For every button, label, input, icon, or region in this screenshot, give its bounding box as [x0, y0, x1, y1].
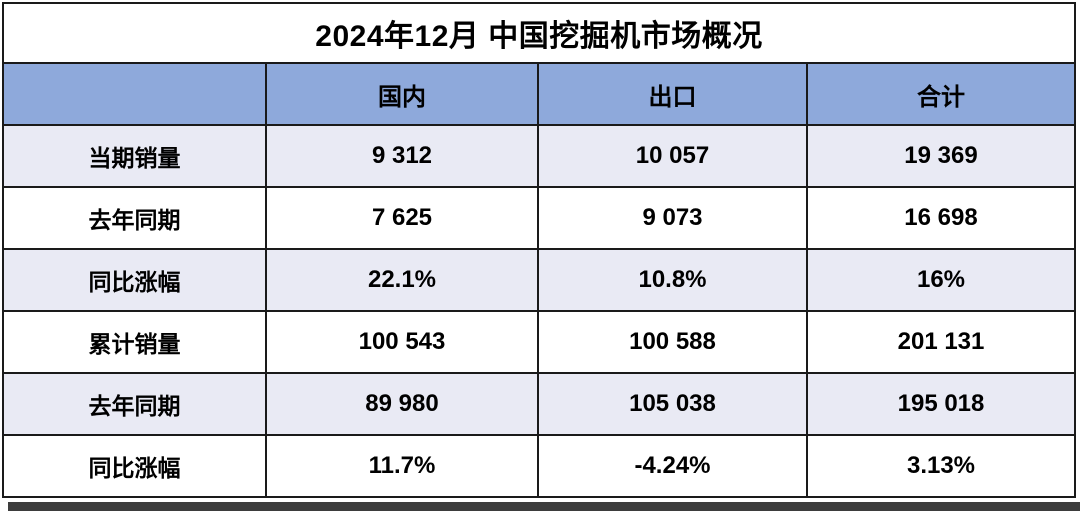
row-label-yoy-change: 同比涨幅	[2, 248, 267, 312]
cell-cumulative-domestic: 100 543	[265, 310, 539, 374]
cell-yoy-domestic: 22.1%	[265, 248, 539, 312]
row-label-last-year-cumulative: 去年同期	[2, 372, 267, 436]
table-title-row: 2024年12月 中国挖掘机市场概况	[1, 2, 1077, 64]
cell-last-year-export: 9 073	[537, 186, 808, 250]
column-header-total: 合计	[805, 62, 1077, 126]
cell-cumulative-yoy-export: -4.24%	[537, 434, 808, 498]
row-label-current-sales: 当期销量	[2, 124, 267, 188]
cell-last-year-cumulative-export: 105 038	[537, 372, 808, 436]
table-row: 累计销量 100 543 100 588 201 131	[2, 310, 1077, 374]
table-header-row: 国内 出口 合计	[2, 62, 1077, 126]
cell-last-year-cumulative-domestic: 89 980	[265, 372, 539, 436]
cell-cumulative-export: 100 588	[537, 310, 808, 374]
table-row: 去年同期 89 980 105 038 195 018	[2, 372, 1077, 436]
row-label-last-year-same-period: 去年同期	[2, 186, 267, 250]
cell-cumulative-yoy-total: 3.13%	[805, 434, 1077, 498]
cell-yoy-export: 10.8%	[537, 248, 808, 312]
column-header-domestic: 国内	[265, 62, 539, 126]
cell-cumulative-total: 201 131	[805, 310, 1077, 374]
table-row: 当期销量 9 312 10 057 19 369	[2, 124, 1077, 188]
column-header-blank	[2, 62, 267, 126]
market-overview-table: 2024年12月 中国挖掘机市场概况 国内 出口 合计 当期销量 9 312 1…	[1, 2, 1077, 498]
cell-current-sales-domestic: 9 312	[265, 124, 539, 188]
cell-current-sales-export: 10 057	[537, 124, 808, 188]
table-row: 同比涨幅 22.1% 10.8% 16%	[2, 248, 1077, 312]
cell-last-year-total: 16 698	[805, 186, 1077, 250]
cell-current-sales-total: 19 369	[805, 124, 1077, 188]
table-drop-shadow	[8, 502, 1080, 511]
table-row: 去年同期 7 625 9 073 16 698	[2, 186, 1077, 250]
column-header-export: 出口	[537, 62, 808, 126]
cell-last-year-cumulative-total: 195 018	[805, 372, 1077, 436]
row-label-cumulative-sales: 累计销量	[2, 310, 267, 374]
table-row: 同比涨幅 11.7% -4.24% 3.13%	[2, 434, 1077, 498]
page-title: 2024年12月 中国挖掘机市场概况	[1, 2, 1077, 64]
cell-yoy-total: 16%	[805, 248, 1077, 312]
cell-cumulative-yoy-domestic: 11.7%	[265, 434, 539, 498]
cell-last-year-domestic: 7 625	[265, 186, 539, 250]
row-label-cumulative-yoy-change: 同比涨幅	[2, 434, 267, 498]
